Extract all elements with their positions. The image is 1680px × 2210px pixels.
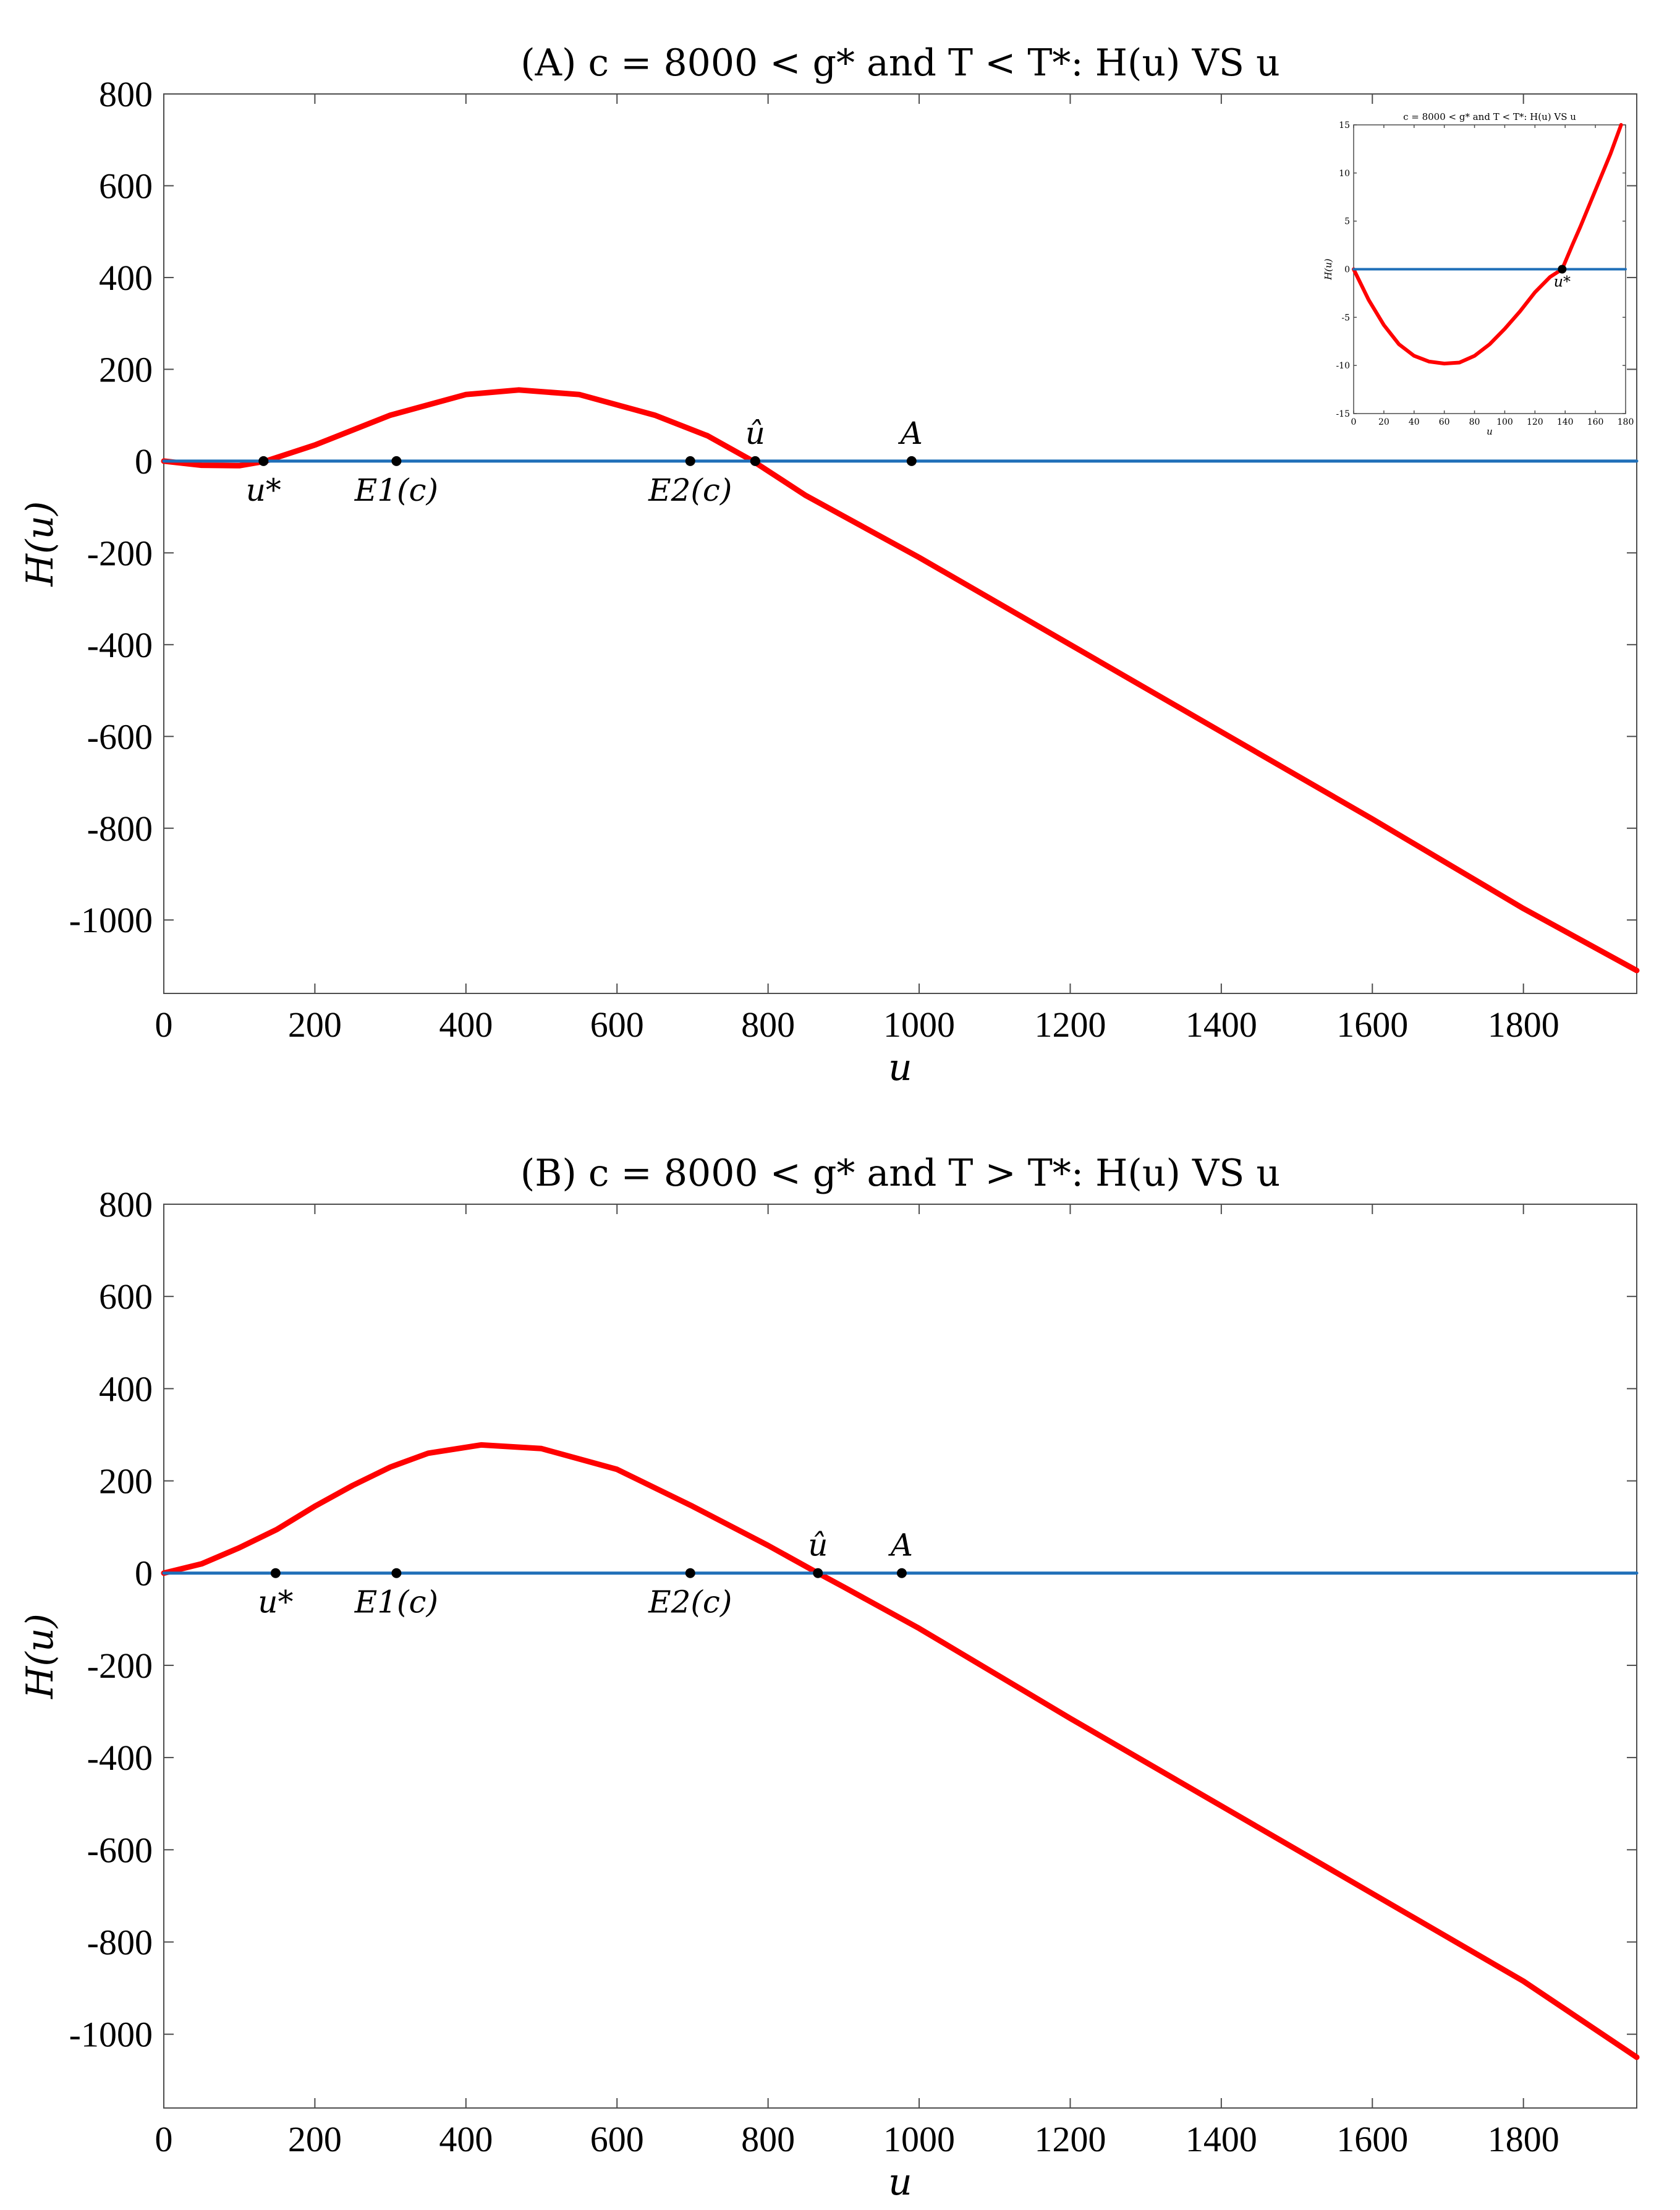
x-tick-label: 600 <box>590 2119 644 2159</box>
y-tick-label: -1000 <box>69 2015 153 2055</box>
x-tick-label: 0 <box>155 2119 173 2159</box>
x-tick-label: 80 <box>1469 417 1480 427</box>
marker-label: E1(c) <box>354 472 438 508</box>
chart-title: c = 8000 < g* and T < T*: H(u) VS u <box>1403 111 1576 122</box>
y-tick-label: 10 <box>1339 169 1350 179</box>
y-tick-label: 600 <box>99 1277 153 1317</box>
x-axis-label: u <box>1487 426 1493 437</box>
y-tick-label: -200 <box>87 533 153 573</box>
x-tick-label: 200 <box>288 2119 342 2159</box>
marker-point <box>270 1568 281 1578</box>
marker-label: E2(c) <box>648 1584 732 1620</box>
y-tick-label: 400 <box>99 258 153 298</box>
y-axis-label: H(u) <box>19 501 62 587</box>
marker-point <box>906 456 917 466</box>
y-tick-label: 0 <box>1344 265 1350 275</box>
y-tick-label: -800 <box>87 809 153 849</box>
y-tick-label: -400 <box>87 625 153 665</box>
marker-label: A <box>898 415 923 451</box>
x-tick-label: 600 <box>590 1005 644 1045</box>
marker-label: u* <box>258 1584 293 1620</box>
y-tick-label: -15 <box>1336 409 1350 419</box>
marker-point <box>391 456 402 466</box>
y-tick-label: -1000 <box>69 900 153 940</box>
y-tick-label: 5 <box>1344 217 1350 227</box>
y-tick-label: -200 <box>87 1646 153 1686</box>
y-tick-label: 0 <box>135 1553 153 1594</box>
marker-point <box>813 1568 823 1578</box>
marker-label: û <box>808 1528 828 1563</box>
x-tick-label: 1600 <box>1336 1005 1408 1045</box>
marker-point <box>750 456 760 466</box>
marker-point <box>1558 265 1567 274</box>
x-tick-label: 180 <box>1618 417 1634 427</box>
marker-label: u* <box>246 472 281 508</box>
x-tick-label: 100 <box>1496 417 1513 427</box>
x-tick-label: 1800 <box>1488 2119 1559 2159</box>
x-tick-label: 160 <box>1587 417 1604 427</box>
chart-title: (A) c = 8000 < g* and T < T*: H(u) VS u <box>520 41 1279 85</box>
y-axis-label: H(u) <box>19 1613 62 1699</box>
marker-label: û <box>745 415 765 451</box>
x-axis-label: u <box>888 2161 912 2204</box>
y-tick-label: -800 <box>87 1922 153 1962</box>
x-tick-label: 0 <box>1351 417 1357 427</box>
x-tick-label: 0 <box>155 1005 173 1045</box>
x-tick-label: 140 <box>1557 417 1574 427</box>
y-tick-label: 800 <box>99 1184 153 1225</box>
chart-b: 0 200 400 600 800 1000 1200 1400 1600 1800 800 600 4… <box>19 1152 1640 2204</box>
x-tick-label: 1200 <box>1034 2119 1106 2159</box>
x-tick-label: 400 <box>439 1005 493 1045</box>
marker-label: E2(c) <box>648 472 732 508</box>
marker-point <box>391 1568 402 1578</box>
marker-label: u* <box>1554 273 1571 291</box>
x-tick-label: 200 <box>288 1005 342 1045</box>
y-tick-label: -600 <box>87 1830 153 1870</box>
x-tick-label: 1400 <box>1186 1005 1257 1045</box>
x-axis-label: u <box>888 1046 912 1089</box>
y-axis-label: H(u) <box>1323 258 1334 281</box>
x-tick-label: 120 <box>1527 417 1543 427</box>
marker-label: E1(c) <box>354 1584 438 1620</box>
y-tick-label: 600 <box>99 166 153 206</box>
x-tick-label: 800 <box>741 2119 795 2159</box>
y-tick-label: 400 <box>99 1369 153 1409</box>
x-tick-label: 400 <box>439 2119 493 2159</box>
x-tick-label: 40 <box>1409 417 1420 427</box>
chart-a: 0 200 400 600 800 1000 1200 1400 1600 18008006004… <box>19 41 1640 1089</box>
marker-point <box>896 1568 907 1578</box>
x-tick-label: 1000 <box>883 2119 955 2159</box>
series-line-h <box>161 1442 1640 2060</box>
marker-label: A <box>888 1528 913 1563</box>
marker-point <box>258 456 269 466</box>
y-tick-label: -400 <box>87 1738 153 1778</box>
marker-point <box>685 1568 695 1578</box>
y-tick-label: 200 <box>99 349 153 389</box>
x-tick-label: 60 <box>1439 417 1450 427</box>
y-tick-label: 200 <box>99 1461 153 1502</box>
y-tick-label: -10 <box>1336 361 1350 371</box>
x-tick-label: 1400 <box>1186 2119 1257 2159</box>
y-tick-label: 800 <box>99 74 153 114</box>
y-tick-label: 15 <box>1339 121 1350 130</box>
x-tick-label: 1600 <box>1336 2119 1408 2159</box>
y-tick-label: -5 <box>1341 313 1350 323</box>
y-tick-label: 0 <box>135 441 153 482</box>
series-line-h <box>1352 123 1623 366</box>
x-tick-label: 1000 <box>883 1005 955 1045</box>
plot-frame <box>163 1204 1637 2109</box>
marker-point <box>685 456 695 466</box>
chart-title: (B) c = 8000 < g* and T > T*: H(u) VS u <box>520 1152 1280 1195</box>
x-tick-label: 1200 <box>1034 1005 1106 1045</box>
x-tick-label: 1800 <box>1488 1005 1559 1045</box>
x-tick-label: 800 <box>741 1005 795 1045</box>
y-tick-label: -600 <box>87 716 153 757</box>
x-tick-label: 20 <box>1378 417 1389 427</box>
